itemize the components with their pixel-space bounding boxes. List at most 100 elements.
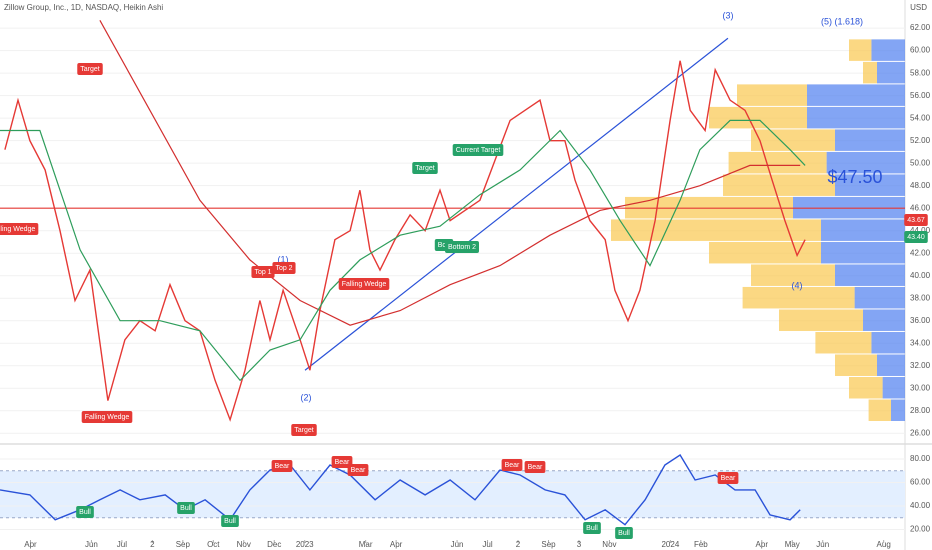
x-tick-label: Nov: [237, 540, 251, 549]
annotation-tag: [221, 515, 239, 527]
series-line: [4, 60, 806, 422]
annotation-tag: [77, 63, 103, 75]
x-tick-label: Jun: [85, 540, 98, 549]
y-tick-label: 42.00: [910, 248, 931, 257]
profile-down: [742, 286, 855, 309]
annotation-tag: [904, 214, 928, 226]
profile-down: [868, 399, 891, 421]
annotation-tag-text: Bull: [224, 518, 236, 525]
profile-up: [835, 129, 905, 151]
x-tick-label: Apr: [756, 540, 769, 549]
annotation-tag-text: Target: [80, 66, 100, 73]
profile-down: [779, 309, 863, 331]
annotation-tag-text: Bott: [438, 242, 451, 249]
profile-down: [815, 331, 872, 354]
annotation-tag: [583, 522, 601, 534]
annotation-tag-text: Top 1: [254, 269, 271, 276]
annotation-tag-text: Bull: [79, 509, 91, 516]
profile-up: [854, 286, 905, 309]
annotation-tag-text: Bear: [335, 459, 350, 466]
series-line: [0, 454, 801, 526]
x-tick-label: Sep: [541, 540, 556, 549]
profile-up: [835, 264, 905, 286]
profile-down: [611, 219, 821, 241]
annotation-tag-text: Bull: [180, 505, 192, 512]
annotation-tag-text: Falling Wedge: [342, 281, 387, 288]
x-tick-label: Dec: [267, 540, 281, 549]
profile-up: [821, 241, 905, 264]
y-tick-label: 62.00: [910, 23, 931, 32]
annotation-text: (2): [301, 392, 312, 402]
y-tick-label: 44.00: [910, 226, 931, 235]
profile-up: [871, 39, 905, 61]
profile-up: [807, 106, 905, 129]
profile-down: [709, 241, 821, 264]
y-tick-label: 26.00: [910, 428, 931, 437]
annotation-tag: [0, 223, 39, 235]
profile-down: [849, 39, 872, 61]
y-tick-label: 58.00: [910, 68, 931, 77]
annotation-tag: [412, 162, 438, 174]
y-tick-label: 54.00: [910, 113, 931, 122]
annotation-text: (1): [278, 254, 289, 264]
chart-title: Zillow Group, Inc., 1D, NASDAQ, Heikin A…: [4, 3, 163, 12]
profile-down: [751, 129, 835, 151]
annotation-text: (5) (1.618): [821, 16, 863, 26]
y-tick-label: 40.00: [910, 271, 931, 280]
x-tick-label: Jul: [117, 540, 127, 549]
profile-down: [835, 354, 877, 376]
annotation-tag-text: Bear: [275, 463, 290, 470]
profile-up: [863, 309, 905, 331]
x-tick-label: Nov: [602, 540, 616, 549]
profile-up: [807, 84, 905, 106]
annotation-tag: [251, 266, 275, 278]
x-tick-label: Feb: [694, 540, 708, 549]
x-tick-label: 2024: [661, 540, 679, 549]
annotation-tag: [76, 506, 94, 518]
profile-up: [835, 174, 905, 196]
profile-down: [723, 174, 835, 196]
annotation-tag-text: Falling Wedge: [0, 226, 35, 233]
x-tick-label: Jun: [816, 540, 829, 549]
annotation-tag: [331, 456, 353, 468]
annotation-tag-text: Current Target: [456, 147, 501, 154]
x-tick-label: Mar: [359, 540, 373, 549]
annotation-tag: [444, 241, 480, 253]
profile-down: [849, 376, 883, 399]
annotation-tag-text: 43.40: [907, 234, 925, 241]
annotation-tag: [291, 424, 317, 436]
annotation-tag-text: Bear: [721, 475, 736, 482]
x-tick-label: 2023: [296, 540, 314, 549]
annotation-text: $47.50: [827, 167, 882, 187]
profile-up: [877, 61, 905, 84]
x-tick-label: 3: [577, 540, 582, 549]
x-tick-label: Apr: [390, 540, 403, 549]
y-tick-label: 34.00: [910, 338, 931, 347]
annotation-tag: [338, 278, 390, 290]
x-tick-label: Oct: [207, 540, 220, 549]
annotation-tag: [81, 411, 133, 423]
x-tick-label: Sep: [176, 540, 191, 549]
profile-up: [891, 399, 905, 421]
profile-up: [826, 151, 905, 174]
profile-down: [751, 264, 835, 286]
y-tick-label: 38.00: [910, 293, 931, 302]
x-tick-label: Jul: [482, 540, 492, 549]
profile-up: [877, 354, 905, 376]
annotation-tag-text: Target: [294, 427, 314, 434]
y-tick-label: 36.00: [910, 316, 931, 325]
y-tick-label: 30.00: [910, 383, 931, 392]
annotation-tag: [271, 460, 293, 472]
annotation-tag: [904, 231, 928, 243]
annotation-tag: [615, 527, 633, 539]
x-tick-label: May: [785, 540, 800, 549]
annotation-tag-text: Bull: [586, 525, 598, 532]
profile-up: [821, 219, 905, 241]
rsi-band: [0, 470, 905, 518]
annotation-tag: [347, 464, 369, 476]
annotation-tag-text: Bull: [618, 530, 630, 537]
profile-down: [728, 151, 827, 174]
y-tick-label: 60.00: [910, 46, 931, 55]
profile-down: [863, 61, 877, 84]
y-tick-label: 56.00: [910, 91, 931, 100]
